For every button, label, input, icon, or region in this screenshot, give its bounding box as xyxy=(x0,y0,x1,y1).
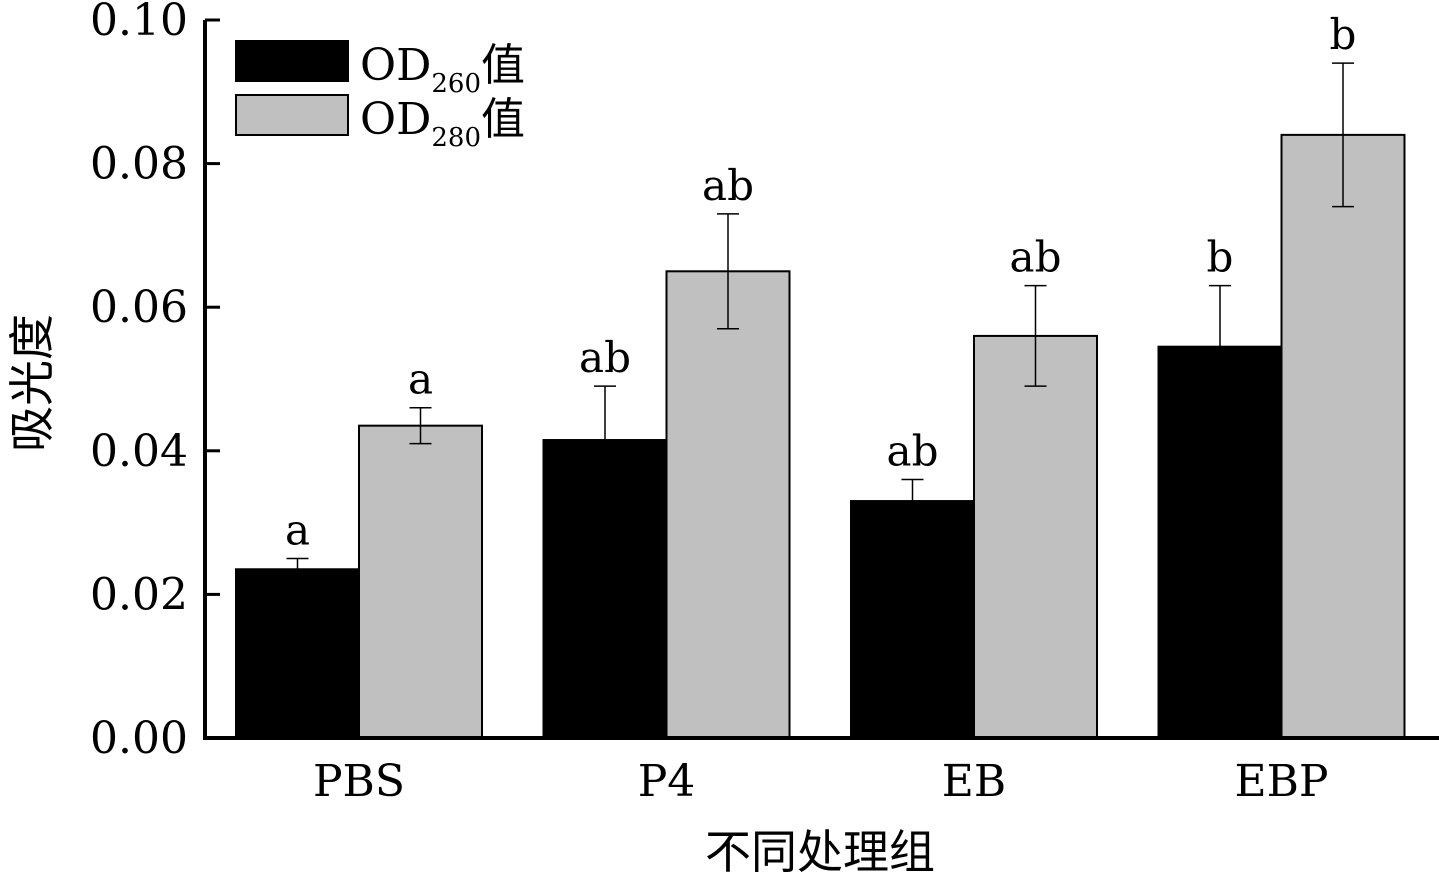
bar-od280-p4 xyxy=(665,270,791,739)
bar-od260-p4 xyxy=(542,439,668,739)
bar-od260-eb xyxy=(850,500,975,739)
legend-label-od280: OD280值 xyxy=(360,94,525,153)
legend-od260-main: OD xyxy=(360,40,431,91)
x-category-label-pbs: PBS xyxy=(313,756,405,807)
x-category-label-eb: EB xyxy=(942,756,1006,807)
y-tick-label-4: 0.08 xyxy=(90,139,188,190)
significance-labels-layer: a a ab ab ab ab b b xyxy=(285,10,1356,554)
y-tick-label-2: 0.04 xyxy=(90,426,188,477)
significance-label-od260-ebp: b xyxy=(1207,233,1234,282)
legend-label-od260: OD260值 xyxy=(360,40,525,99)
x-category-label-ebp: EBP xyxy=(1234,756,1328,807)
legend-swatch-od260 xyxy=(235,40,349,82)
y-tick-label-0: 0.00 xyxy=(90,713,188,764)
error-bars-layer xyxy=(286,62,1354,570)
significance-label-od280-eb: ab xyxy=(1010,233,1062,282)
y-tick-label-3: 0.06 xyxy=(90,282,188,333)
x-axis-label: 不同处理组 xyxy=(705,825,935,879)
y-ticks-layer: 0.00 0.02 0.04 0.06 0.08 0.10 xyxy=(90,0,220,764)
y-tick-label-1: 0.02 xyxy=(90,569,188,620)
bar-od280-eb xyxy=(973,334,1098,739)
bars-layer xyxy=(235,133,1406,740)
y-tick-label-5: 0.10 xyxy=(90,0,188,46)
legend-od280-main: OD xyxy=(360,94,431,145)
significance-label-od260-pbs: a xyxy=(285,506,310,555)
y-axis-label: 吸光度 xyxy=(5,314,59,452)
legend: OD260值 OD280值 xyxy=(235,40,525,153)
legend-od280-sub: 280 xyxy=(431,123,481,153)
significance-label-od280-pbs: a xyxy=(408,355,433,404)
legend-od260-sub: 260 xyxy=(431,69,481,99)
legend-od260-suffix: 值 xyxy=(481,40,525,91)
significance-label-od280-ebp: b xyxy=(1330,10,1357,59)
bar-od260-ebp xyxy=(1157,345,1283,739)
significance-label-od280-p4: ab xyxy=(702,161,754,210)
x-category-label-p4: P4 xyxy=(638,756,696,807)
bar-od280-pbs xyxy=(358,424,483,739)
x-categories-layer: PBS P4 EB EBP xyxy=(313,756,1329,807)
bar-od280-ebp xyxy=(1280,133,1406,739)
legend-swatch-od280 xyxy=(235,94,349,136)
significance-label-od260-eb: ab xyxy=(887,427,939,476)
significance-label-od260-p4: ab xyxy=(579,333,631,382)
bar-od260-pbs xyxy=(235,568,360,740)
legend-od280-suffix: 值 xyxy=(481,94,525,145)
